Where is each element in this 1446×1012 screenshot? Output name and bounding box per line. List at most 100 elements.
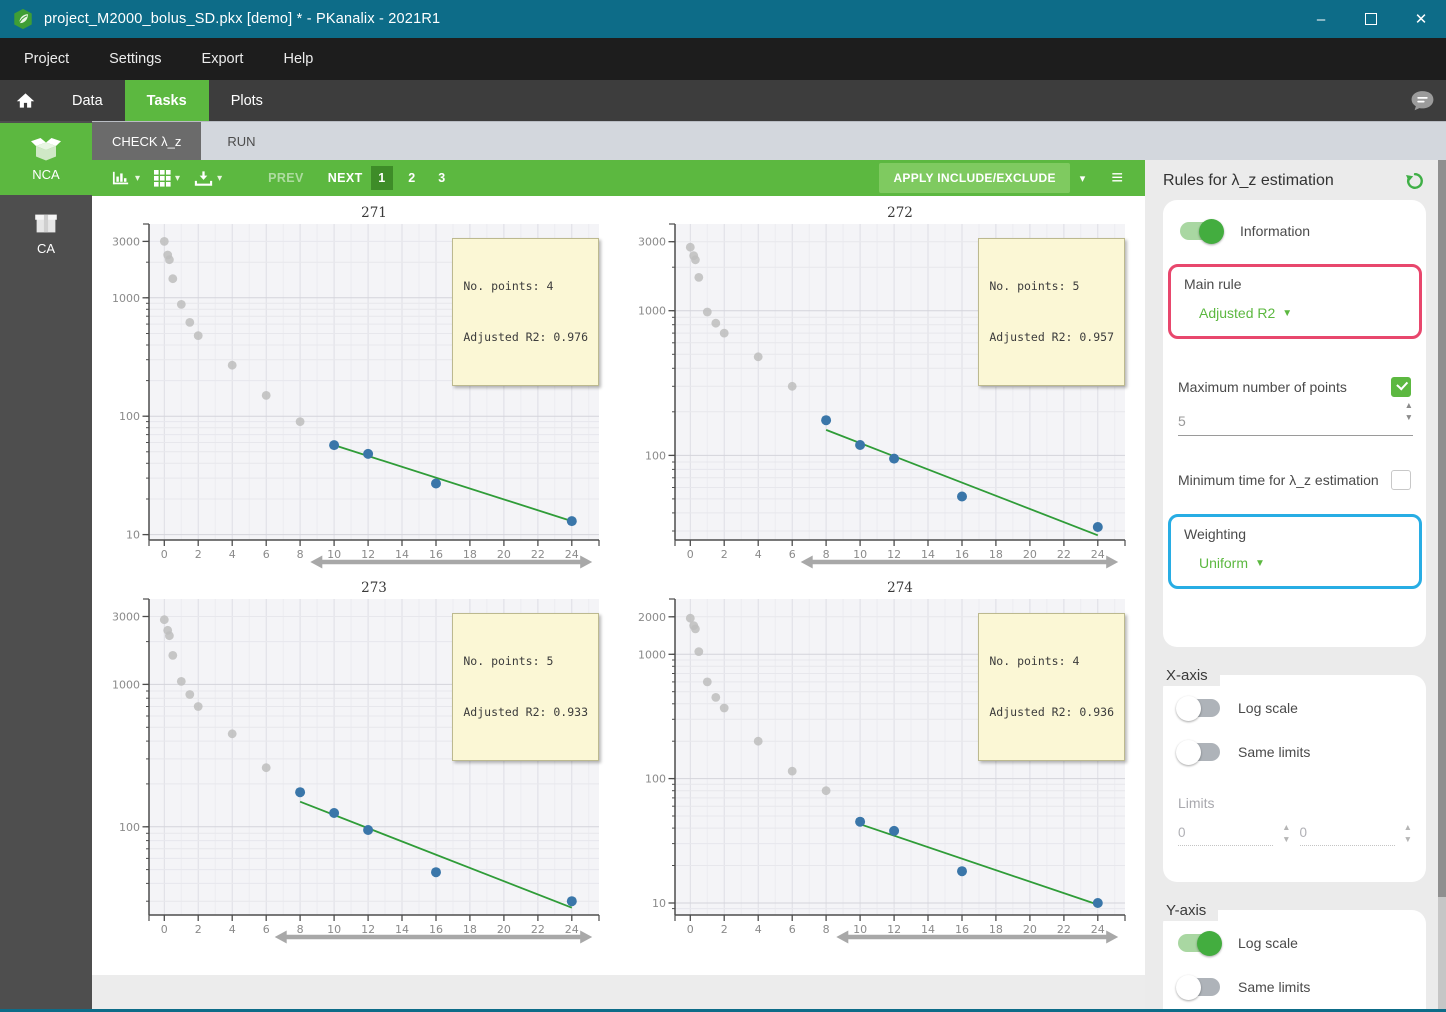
max-points-row: Maximum number of points bbox=[1178, 377, 1413, 397]
spinner-up-icon[interactable]: ▲ bbox=[1282, 822, 1291, 832]
menu-export[interactable]: Export bbox=[201, 51, 244, 67]
svg-text:6: 6 bbox=[263, 548, 270, 561]
sidebar-item-label: NCA bbox=[32, 167, 60, 182]
svg-text:100: 100 bbox=[119, 821, 140, 834]
sidebar-item-ca[interactable]: CA bbox=[0, 197, 92, 269]
svg-text:14: 14 bbox=[395, 923, 409, 936]
tooltip-r2: Adjusted R2: 0.976 bbox=[463, 330, 588, 344]
panel-scrollbar[interactable] bbox=[1438, 160, 1446, 1012]
spinner-down-icon[interactable]: ▼ bbox=[1404, 412, 1413, 422]
next-page-button[interactable]: NEXT bbox=[327, 171, 363, 185]
svg-text:6: 6 bbox=[789, 923, 796, 936]
svg-text:20: 20 bbox=[497, 548, 511, 561]
x-same-limits-toggle[interactable] bbox=[1176, 739, 1220, 765]
max-points-input[interactable]: 5 ▲ ▼ bbox=[1178, 401, 1413, 436]
maximize-icon bbox=[1365, 13, 1377, 25]
minimize-button[interactable]: – bbox=[1316, 10, 1326, 28]
weighting-dropdown[interactable]: Uniform ▼ bbox=[1199, 555, 1265, 571]
min-time-checkbox[interactable] bbox=[1391, 470, 1411, 490]
x-limit-min-input[interactable]: 0 bbox=[1178, 825, 1274, 846]
y-log-scale-row: Log scale bbox=[1178, 930, 1412, 956]
page-button-1[interactable]: 1 bbox=[370, 166, 393, 190]
menu-settings[interactable]: Settings bbox=[109, 51, 162, 67]
subject-id-title: 271 bbox=[361, 205, 387, 221]
svg-text:4: 4 bbox=[229, 923, 236, 936]
svg-text:22: 22 bbox=[531, 923, 545, 936]
home-button[interactable] bbox=[0, 80, 50, 121]
pkanalix-leaf-icon bbox=[14, 8, 32, 30]
tab-plots[interactable]: Plots bbox=[230, 92, 263, 109]
chart-type-caret-icon[interactable]: ▾ bbox=[135, 172, 141, 184]
svg-text:3000: 3000 bbox=[112, 235, 140, 248]
spinner-up-icon[interactable]: ▲ bbox=[1404, 400, 1413, 410]
page-button-2[interactable]: 2 bbox=[408, 171, 416, 185]
svg-text:2: 2 bbox=[195, 923, 202, 936]
svg-text:2: 2 bbox=[195, 548, 202, 561]
svg-text:22: 22 bbox=[531, 548, 545, 561]
svg-text:14: 14 bbox=[921, 923, 935, 936]
apply-include-exclude-button[interactable]: APPLY INCLUDE/EXCLUDE bbox=[879, 163, 1070, 193]
y-log-scale-toggle[interactable] bbox=[1178, 930, 1222, 956]
plot-settings-menu-icon[interactable]: ≡ bbox=[1111, 167, 1123, 189]
apply-options-caret-icon[interactable]: ▾ bbox=[1079, 172, 1086, 185]
subtab-run[interactable]: RUN bbox=[227, 133, 256, 149]
prev-page-button[interactable]: PREV bbox=[268, 171, 304, 185]
toggle-knob bbox=[1199, 218, 1224, 244]
grid-layout-caret-icon[interactable]: ▾ bbox=[175, 172, 181, 184]
subtab-check-lambda-z[interactable]: CHECK λ_z bbox=[92, 122, 202, 160]
svg-text:12: 12 bbox=[887, 923, 901, 936]
subject-id-title: 273 bbox=[361, 580, 387, 596]
tooltip-points: No. points: 5 bbox=[463, 654, 554, 668]
tooltip-points: No. points: 4 bbox=[989, 654, 1080, 668]
menu-bar: Project Settings Export Help bbox=[0, 38, 1446, 80]
sidebar-item-label: CA bbox=[36, 240, 56, 256]
svg-text:18: 18 bbox=[989, 923, 1003, 936]
export-caret-icon[interactable]: ▾ bbox=[217, 172, 223, 184]
plots-grid: 271 3000 1000 100 10 0 2 4 6 8 10 12 14 16 18 20 22 24 N… bbox=[92, 196, 1145, 975]
svg-text:1000: 1000 bbox=[638, 305, 666, 318]
x-log-scale-toggle[interactable] bbox=[1176, 695, 1220, 721]
x-log-scale-row: Log scale bbox=[1176, 695, 1412, 721]
export-plot-button[interactable] bbox=[194, 170, 213, 187]
x-limit-min-stepper[interactable]: ▲ ▼ bbox=[1282, 822, 1291, 844]
chart-cell-272: 272 3000 1000 100 0 2 4 6 8 10 12 14 16 18 20 22 24 No.… bbox=[619, 196, 1145, 571]
chat-bubble-icon bbox=[1411, 91, 1434, 111]
main-rule-dropdown[interactable]: Adjusted R2 ▼ bbox=[1199, 305, 1292, 321]
x-limit-max-stepper[interactable]: ▲ ▼ bbox=[1403, 822, 1412, 844]
feedback-chat-button[interactable] bbox=[1409, 80, 1436, 121]
x-limit-max-input[interactable]: 0 bbox=[1299, 825, 1395, 846]
tab-tasks[interactable]: Tasks bbox=[124, 80, 209, 121]
menu-help[interactable]: Help bbox=[283, 51, 314, 67]
task-sidebar: NCA CA bbox=[0, 121, 92, 1012]
close-button[interactable]: ✕ bbox=[1414, 11, 1428, 28]
svg-text:10: 10 bbox=[652, 897, 666, 910]
maximize-button[interactable] bbox=[1346, 0, 1396, 38]
max-points-checkbox[interactable] bbox=[1391, 377, 1411, 397]
tooltip-r2: Adjusted R2: 0.933 bbox=[463, 705, 588, 719]
tab-data[interactable]: Data bbox=[72, 92, 103, 109]
scrollbar-thumb[interactable] bbox=[1438, 160, 1446, 897]
spinner-up-icon[interactable]: ▲ bbox=[1403, 822, 1412, 832]
grid-layout-button[interactable] bbox=[154, 169, 171, 187]
menu-project[interactable]: Project bbox=[24, 51, 70, 67]
x-log-scale-label: Log scale bbox=[1238, 700, 1298, 716]
svg-text:1000: 1000 bbox=[638, 648, 666, 661]
page-button-3[interactable]: 3 bbox=[438, 171, 446, 185]
svg-text:24: 24 bbox=[565, 548, 579, 561]
svg-text:18: 18 bbox=[989, 548, 1003, 561]
information-toggle[interactable] bbox=[1180, 218, 1224, 244]
svg-text:8: 8 bbox=[823, 548, 830, 561]
reset-settings-icon[interactable] bbox=[1404, 170, 1426, 192]
window-title: project_M2000_bolus_SD.pkx [demo] * - PK… bbox=[44, 11, 441, 27]
max-points-stepper[interactable]: ▲ ▼ bbox=[1404, 400, 1413, 422]
y-same-limits-toggle[interactable] bbox=[1176, 974, 1220, 1000]
spinner-down-icon[interactable]: ▼ bbox=[1403, 834, 1412, 844]
tooltip-points: No. points: 4 bbox=[463, 279, 554, 293]
sidebar-item-nca[interactable]: NCA bbox=[0, 123, 92, 195]
chart-type-button[interactable] bbox=[112, 170, 131, 186]
subject-id-title: 274 bbox=[887, 580, 913, 596]
x-limits-inputs: 0 ▲ ▼ 0 ▲ ▼ bbox=[1178, 822, 1412, 846]
spinner-down-icon[interactable]: ▼ bbox=[1282, 834, 1291, 844]
toggle-knob bbox=[1176, 739, 1201, 765]
main-rule-value: Adjusted R2 bbox=[1199, 305, 1276, 321]
